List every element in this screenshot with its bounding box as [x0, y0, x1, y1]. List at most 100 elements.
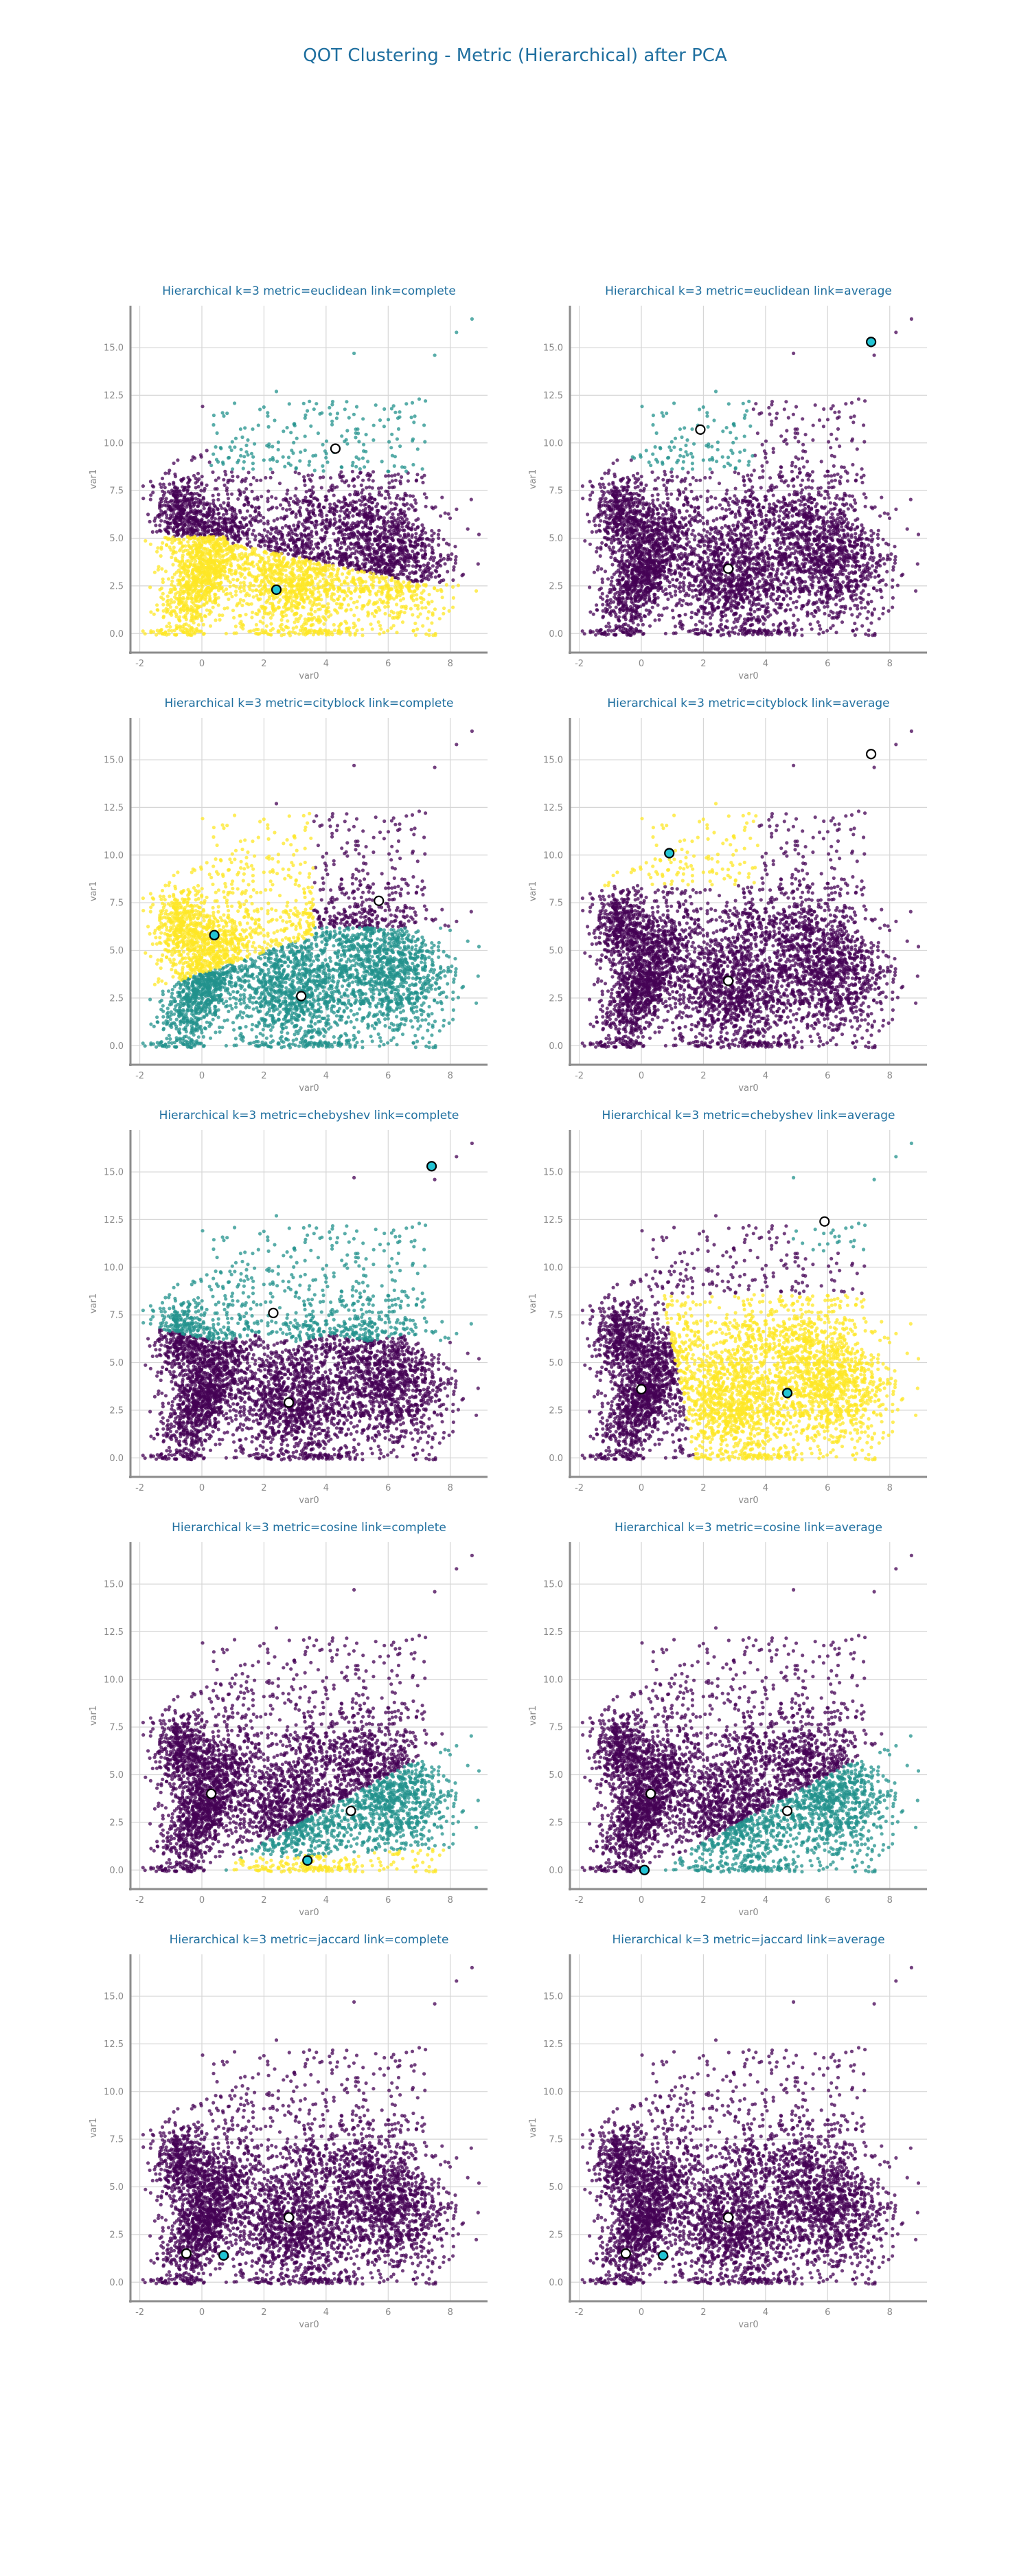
data-point	[204, 596, 208, 600]
data-point	[356, 427, 360, 431]
data-point	[229, 517, 233, 521]
data-point	[272, 563, 276, 567]
data-point	[382, 587, 386, 591]
centroid-marker	[271, 584, 282, 596]
data-point	[402, 611, 407, 615]
data-point	[211, 521, 216, 526]
data-point	[225, 591, 229, 596]
data-point	[159, 529, 163, 533]
data-point	[209, 567, 214, 571]
data-point	[231, 520, 236, 524]
data-point	[335, 485, 339, 489]
data-point	[339, 606, 343, 610]
data-point	[384, 575, 389, 579]
data-point	[296, 584, 300, 588]
data-point	[316, 582, 320, 586]
data-point	[402, 580, 406, 584]
data-point	[181, 507, 185, 511]
data-point	[334, 549, 338, 553]
data-point	[349, 542, 353, 546]
data-point	[374, 529, 378, 533]
data-point	[297, 632, 301, 636]
data-point	[271, 597, 275, 601]
data-point	[292, 523, 296, 528]
data-point	[211, 605, 215, 609]
data-point	[266, 632, 270, 636]
data-point	[216, 497, 220, 501]
data-point	[230, 528, 234, 532]
data-point	[324, 526, 328, 530]
data-point	[174, 513, 179, 517]
data-point	[594, 633, 598, 637]
data-point	[243, 426, 247, 430]
data-point	[184, 602, 188, 607]
data-point	[148, 585, 152, 589]
data-point	[245, 542, 249, 546]
data-point	[675, 558, 679, 562]
data-point	[271, 613, 275, 617]
data-point	[344, 626, 349, 631]
data-point	[289, 431, 293, 435]
data-point	[196, 532, 201, 536]
data-point	[216, 565, 220, 569]
data-point	[176, 489, 181, 493]
data-point	[376, 543, 380, 547]
data-point	[386, 490, 390, 494]
data-point	[235, 604, 239, 608]
data-point	[219, 447, 223, 451]
data-point	[174, 605, 179, 609]
data-point	[301, 554, 305, 558]
data-point	[317, 615, 321, 619]
data-point	[416, 604, 420, 608]
data-point	[167, 632, 171, 636]
data-point	[201, 594, 205, 598]
data-point	[328, 502, 332, 506]
data-point	[420, 548, 424, 552]
data-point	[267, 558, 271, 563]
data-point	[196, 471, 201, 475]
data-point	[186, 558, 191, 563]
data-point	[321, 549, 325, 553]
data-point	[452, 568, 456, 572]
data-point	[420, 523, 424, 527]
data-point	[275, 595, 279, 599]
data-point	[352, 412, 356, 416]
data-point	[336, 631, 340, 635]
data-point	[396, 611, 400, 615]
data-point	[324, 611, 328, 615]
data-point	[409, 607, 413, 611]
data-point	[209, 563, 213, 567]
data-point	[339, 583, 343, 587]
data-point	[266, 536, 271, 541]
data-point	[307, 463, 311, 467]
data-point	[419, 537, 423, 541]
data-point	[262, 515, 266, 520]
data-point	[190, 600, 194, 604]
data-point	[293, 539, 297, 543]
data-point	[421, 624, 425, 628]
data-point	[360, 488, 365, 492]
data-point	[320, 512, 324, 516]
data-point	[332, 622, 336, 627]
data-point	[413, 414, 417, 418]
data-point	[365, 602, 370, 607]
data-point	[199, 564, 203, 568]
data-point	[660, 613, 664, 618]
data-point	[201, 541, 206, 545]
data-point	[254, 515, 258, 519]
data-point	[293, 552, 297, 556]
data-point	[402, 547, 407, 551]
data-point	[163, 486, 167, 490]
data-point	[175, 626, 179, 630]
data-point	[340, 434, 344, 438]
data-point	[618, 592, 622, 596]
data-point	[185, 611, 190, 615]
data-point	[197, 589, 201, 594]
data-point	[451, 596, 455, 600]
data-point	[244, 487, 249, 491]
data-point	[388, 529, 392, 533]
data-point	[242, 580, 246, 585]
data-point	[389, 626, 393, 630]
data-point	[297, 616, 301, 620]
data-point	[179, 570, 183, 574]
